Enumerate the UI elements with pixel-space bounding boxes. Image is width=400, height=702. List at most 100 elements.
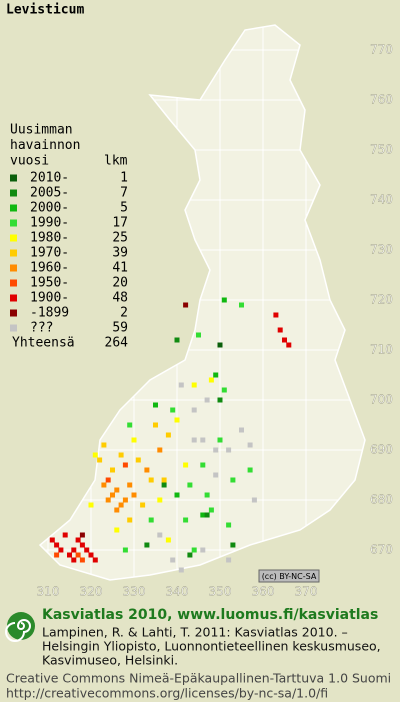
y-grid-label: 700 bbox=[370, 393, 393, 407]
record-square bbox=[174, 492, 180, 498]
record-square bbox=[153, 402, 158, 408]
legend-label: 1970- bbox=[30, 246, 69, 261]
record-square bbox=[183, 302, 189, 308]
legend-count: 41 bbox=[112, 261, 128, 276]
record-square bbox=[226, 557, 232, 563]
legend-total: 264 bbox=[105, 336, 129, 351]
legend-label: ??? bbox=[30, 321, 53, 336]
record-square bbox=[161, 482, 167, 488]
legend-swatch bbox=[10, 249, 17, 257]
citation-line: Kasvimuseo, Helsinki. bbox=[42, 653, 178, 668]
record-square bbox=[226, 522, 232, 528]
record-square bbox=[114, 487, 120, 493]
record-square bbox=[127, 482, 133, 488]
record-square bbox=[208, 377, 214, 383]
record-square bbox=[101, 442, 107, 448]
citation-line: Helsingin Yliopisto, Luonnontieteellinen… bbox=[42, 639, 381, 654]
record-square bbox=[110, 467, 115, 473]
record-square bbox=[217, 397, 223, 403]
record-square bbox=[200, 512, 206, 518]
record-square bbox=[200, 437, 206, 443]
legend-label: 1990- bbox=[30, 216, 69, 231]
record-square bbox=[144, 467, 150, 473]
legend-swatch bbox=[10, 324, 17, 332]
legend-count: 5 bbox=[120, 201, 128, 216]
record-square bbox=[92, 557, 98, 563]
legend-count: 39 bbox=[112, 246, 128, 261]
legend-heading: havainnon bbox=[10, 138, 80, 153]
cc-badge-text: (cc) BY-NC-SA bbox=[262, 572, 317, 581]
record-square bbox=[58, 547, 64, 553]
record-square bbox=[247, 467, 253, 473]
record-square bbox=[226, 447, 232, 453]
record-square bbox=[135, 457, 141, 463]
legend-label: 2010- bbox=[30, 171, 69, 186]
legend-count: 25 bbox=[112, 231, 128, 246]
y-grid-label: 670 bbox=[370, 543, 393, 557]
record-square bbox=[75, 537, 81, 543]
legend-swatch bbox=[10, 204, 17, 212]
record-square bbox=[251, 497, 257, 503]
legend-heading: Uusimman bbox=[10, 123, 73, 138]
record-square bbox=[178, 382, 184, 388]
record-square bbox=[200, 547, 206, 553]
record-square bbox=[239, 427, 244, 433]
logo bbox=[5, 612, 35, 642]
x-grid-label: 320 bbox=[80, 585, 103, 599]
legend-swatch bbox=[10, 309, 17, 317]
legend-heading: vuosi bbox=[10, 154, 49, 169]
legend-swatch bbox=[10, 219, 17, 227]
map-title: Levisticum bbox=[6, 3, 84, 18]
legend-swatch bbox=[10, 294, 17, 302]
record-square bbox=[122, 462, 128, 468]
record-square bbox=[165, 537, 171, 543]
record-square bbox=[140, 502, 146, 508]
legend-swatch bbox=[10, 264, 17, 272]
record-square bbox=[71, 547, 77, 553]
record-square bbox=[217, 437, 223, 443]
record-square bbox=[71, 557, 77, 563]
legend-count: 7 bbox=[120, 186, 128, 201]
record-square bbox=[101, 482, 107, 488]
record-square bbox=[178, 567, 184, 573]
record-square bbox=[92, 452, 98, 458]
record-square bbox=[286, 342, 292, 348]
legend-swatch bbox=[10, 189, 17, 197]
legend-count: 59 bbox=[112, 321, 128, 336]
legend-swatch bbox=[10, 174, 17, 182]
license-line: Creative Commons Nimeä-Epäkaupallinen-Ta… bbox=[6, 671, 391, 686]
record-square bbox=[157, 447, 163, 453]
record-square bbox=[183, 462, 189, 468]
license-line: http://creativecommons.org/licenses/by-n… bbox=[6, 686, 328, 701]
legend-total-label: Yhteensä bbox=[12, 336, 75, 351]
record-square bbox=[230, 542, 236, 548]
record-square bbox=[183, 517, 189, 523]
record-square bbox=[144, 542, 150, 548]
record-square bbox=[204, 512, 210, 518]
x-grid-label: 350 bbox=[209, 585, 232, 599]
record-square bbox=[110, 492, 115, 498]
record-square bbox=[148, 517, 154, 523]
record-square bbox=[277, 327, 283, 333]
y-grid-label: 680 bbox=[370, 493, 393, 507]
record-square bbox=[122, 497, 128, 503]
legend-count: 20 bbox=[112, 276, 128, 291]
record-square bbox=[79, 542, 85, 548]
record-square bbox=[230, 477, 236, 483]
x-grid-label: 360 bbox=[252, 585, 275, 599]
cc-badge bbox=[258, 569, 320, 583]
record-square bbox=[127, 517, 133, 523]
record-square bbox=[127, 422, 133, 428]
record-square bbox=[174, 417, 180, 423]
record-square bbox=[148, 477, 154, 483]
record-square bbox=[217, 342, 223, 348]
record-square bbox=[204, 397, 210, 403]
record-square bbox=[157, 532, 163, 538]
record-square bbox=[131, 437, 137, 443]
citation-line: Lampinen, R. & Lahti, T. 2011: Kasviatla… bbox=[42, 625, 348, 640]
record-square bbox=[191, 437, 197, 443]
record-square bbox=[196, 332, 201, 338]
record-square bbox=[239, 302, 244, 308]
record-square bbox=[204, 492, 210, 498]
record-square bbox=[187, 482, 193, 488]
